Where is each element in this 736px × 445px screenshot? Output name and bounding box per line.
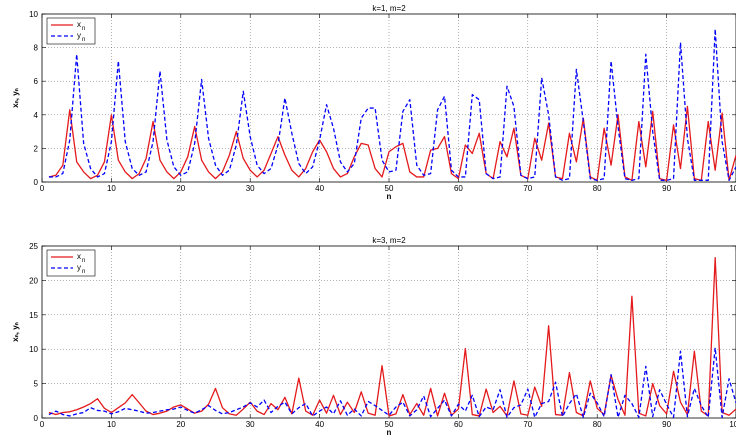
series-line-x <box>48 105 736 181</box>
y-axis-label: xₙ, yₙ <box>11 322 20 342</box>
y-axis-label: xₙ, yₙ <box>11 88 20 108</box>
x-tick-label: 80 <box>593 184 602 193</box>
x-tick-label: 10 <box>107 420 116 429</box>
legend-label-x: x <box>77 20 81 29</box>
x-tick-label: 90 <box>662 420 671 429</box>
legend-label-y: y <box>77 31 81 40</box>
x-tick-label: 70 <box>523 184 532 193</box>
series-line-y <box>48 28 736 181</box>
y-tick-label: 2 <box>34 144 39 153</box>
legend-box <box>46 17 96 45</box>
legend-label-sub-y: n <box>82 269 85 275</box>
legend-label-sub-x: n <box>82 26 85 32</box>
legend: x ny n <box>46 249 96 277</box>
x-tick-label: 90 <box>662 184 671 193</box>
plot-frame <box>41 245 736 419</box>
x-tick-label: 50 <box>385 420 394 429</box>
x-tick-label: 100 <box>729 420 736 429</box>
x-tick-label: 30 <box>246 420 255 429</box>
y-tick-label: 5 <box>34 380 39 389</box>
x-tick-label: 10 <box>107 184 116 193</box>
chart-title: k=3, m=2 <box>372 236 406 245</box>
chart-panel-1: 0 10 20 30 40 50 60 70 80 90 100 0 2 4 6 8 10 k=1, m=2 n xₙ… <box>11 4 736 201</box>
y-tick-label: 25 <box>29 242 38 251</box>
x-tick-label: 70 <box>523 420 532 429</box>
y-tick-label: 8 <box>34 44 39 53</box>
x-tick-label: 20 <box>176 420 185 429</box>
x-axis-label: n <box>387 192 392 201</box>
legend-label-sub-x: n <box>82 258 85 264</box>
x-tick-label: 60 <box>454 184 463 193</box>
series-line-x <box>48 257 736 417</box>
legend-label-x: x <box>77 252 81 261</box>
x-tick-label: 30 <box>246 184 255 193</box>
y-tick-label: 10 <box>29 345 38 354</box>
x-tick-label: 100 <box>729 184 736 193</box>
y-tick-label: 4 <box>34 111 39 120</box>
x-tick-label: 40 <box>315 184 324 193</box>
x-tick-label: 0 <box>40 184 45 193</box>
chart-panel-2: 0 10 20 30 40 50 60 70 80 90 100 0 5 10 15 20 25 k=3, m=2… <box>11 236 736 437</box>
y-tick-label: 0 <box>34 178 39 187</box>
chart-title: k=1, m=2 <box>372 4 406 13</box>
y-tick-label: 6 <box>34 77 39 86</box>
y-tick-label: 0 <box>34 414 39 423</box>
x-tick-label: 50 <box>385 184 394 193</box>
legend-label-sub-y: n <box>82 37 85 43</box>
legend-box <box>46 249 96 277</box>
series-line-y <box>48 347 736 418</box>
x-axis-label: n <box>387 428 392 437</box>
legend-label-y: y <box>77 263 81 272</box>
x-tick-label: 20 <box>176 184 185 193</box>
x-tick-label: 60 <box>454 420 463 429</box>
x-tick-label: 0 <box>40 420 45 429</box>
x-tick-label: 40 <box>315 420 324 429</box>
legend: x ny n <box>46 17 96 45</box>
y-tick-label: 15 <box>29 311 38 320</box>
x-tick-label: 80 <box>593 420 602 429</box>
y-tick-label: 20 <box>29 276 38 285</box>
y-tick-label: 10 <box>29 10 38 19</box>
